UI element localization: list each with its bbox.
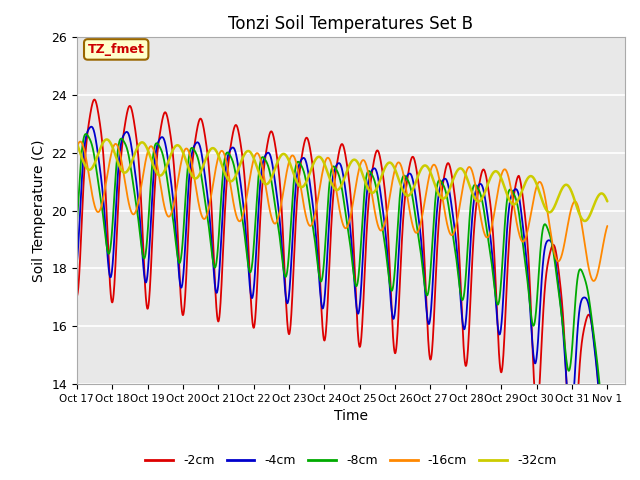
- Title: Tonzi Soil Temperatures Set B: Tonzi Soil Temperatures Set B: [228, 15, 474, 33]
- Legend: -2cm, -4cm, -8cm, -16cm, -32cm: -2cm, -4cm, -8cm, -16cm, -32cm: [140, 449, 561, 472]
- Text: TZ_fmet: TZ_fmet: [88, 43, 145, 56]
- Y-axis label: Soil Temperature (C): Soil Temperature (C): [31, 139, 45, 282]
- X-axis label: Time: Time: [334, 409, 368, 423]
